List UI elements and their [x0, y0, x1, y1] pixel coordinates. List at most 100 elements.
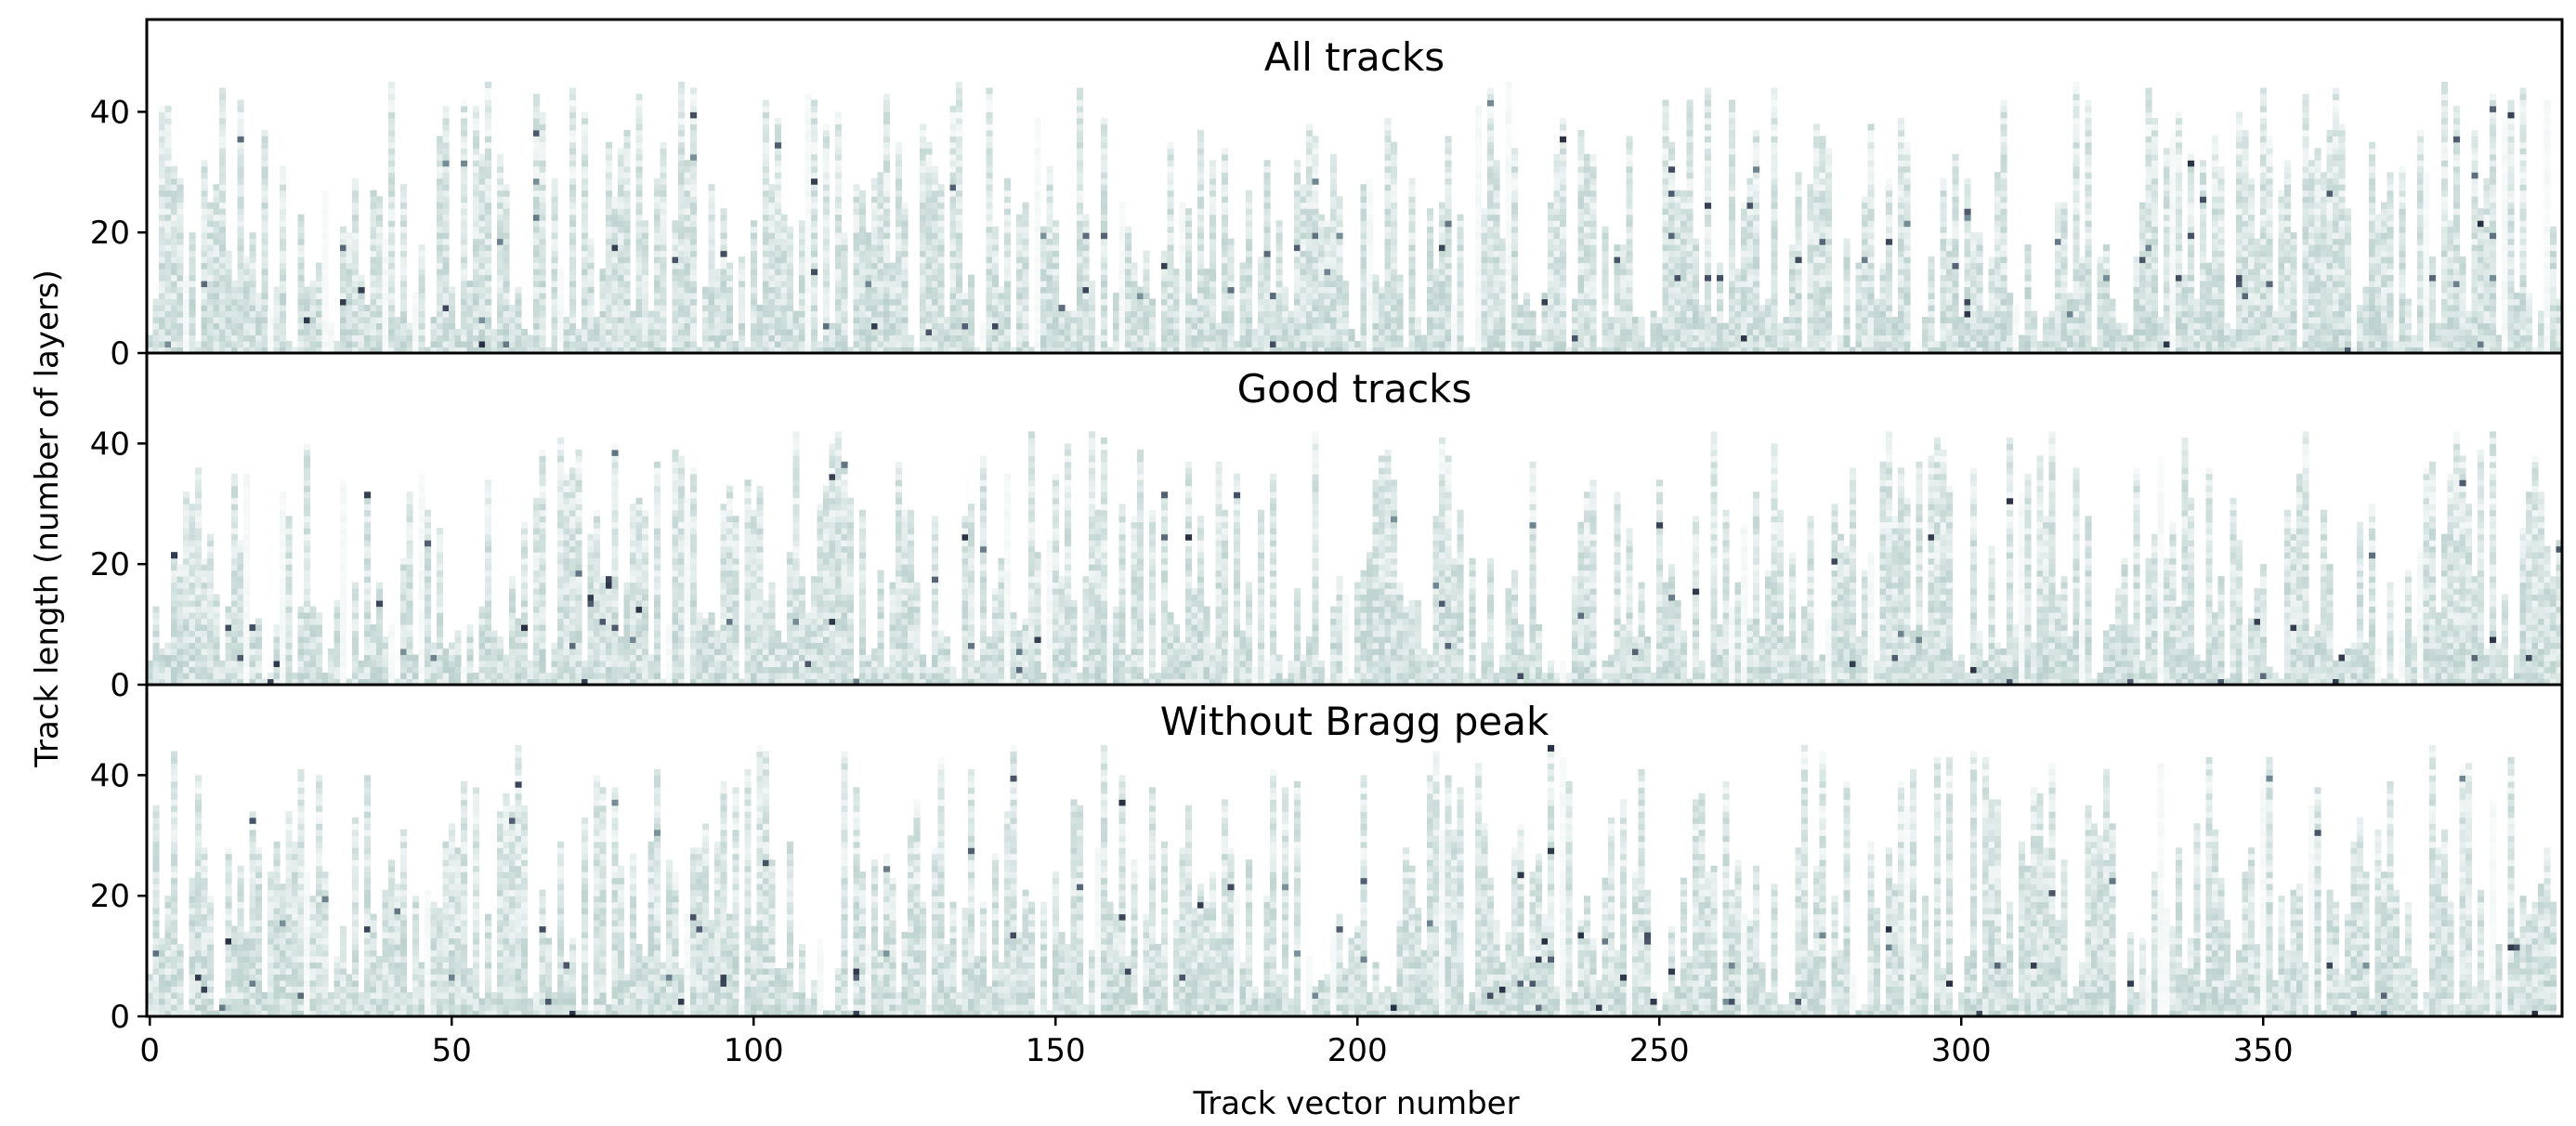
heatmap-cell [1548, 317, 1554, 323]
heatmap-cell [1584, 341, 1590, 347]
heatmap-cell [1210, 275, 1216, 282]
heatmap-cell [956, 106, 962, 112]
heatmap-cell [226, 311, 232, 318]
heatmap-cell [618, 232, 624, 239]
heatmap-cell [280, 287, 286, 294]
heatmap-cell [902, 281, 909, 287]
heatmap-cell [1228, 287, 1235, 294]
heatmap-cell [1494, 166, 1500, 173]
heatmap-cell [298, 215, 305, 221]
heatmap-cell [811, 111, 817, 118]
heatmap-cell [1204, 281, 1210, 287]
heatmap-cell [769, 311, 776, 318]
heatmap-cell [1197, 227, 1204, 233]
heatmap-cell [1511, 178, 1518, 185]
heatmap-cell [1337, 305, 1343, 311]
heatmap-cell [388, 317, 395, 323]
heatmap-cell [636, 130, 643, 137]
heatmap-cell [624, 287, 631, 294]
heatmap-cell [171, 341, 177, 347]
heatmap-cell [890, 335, 896, 342]
heatmap-cell [835, 256, 842, 263]
heatmap-cell [690, 299, 697, 306]
heatmap-cell [364, 317, 371, 323]
heatmap-cell [1494, 311, 1500, 318]
heatmap-cell [1433, 317, 1440, 323]
heatmap-cell [690, 87, 697, 94]
heatmap-cell [1264, 251, 1271, 257]
heatmap-cell [552, 305, 558, 311]
heatmap-cell [1035, 329, 1041, 335]
heatmap-cell [1572, 341, 1578, 347]
heatmap-cell [1053, 311, 1059, 318]
heatmap-cell [702, 341, 709, 347]
heatmap-cell [763, 160, 769, 166]
heatmap-cell [709, 311, 715, 318]
heatmap-cell [238, 275, 244, 282]
heatmap-cell [1004, 215, 1011, 221]
heatmap-cell [1222, 275, 1228, 282]
heatmap-cell [588, 317, 595, 323]
heatmap-cell [1385, 268, 1392, 275]
heatmap-cell [177, 317, 184, 323]
heatmap-cell [262, 160, 268, 166]
heatmap-cell [1427, 287, 1433, 294]
heatmap-cell [1210, 232, 1216, 239]
heatmap-cell [569, 220, 576, 227]
heatmap-cell [443, 287, 450, 294]
heatmap-cell [1458, 215, 1464, 221]
heatmap-cell [763, 341, 769, 347]
heatmap-cell [262, 196, 268, 203]
heatmap-cell [1427, 281, 1433, 287]
heatmap-cell [419, 281, 425, 287]
heatmap-cell [473, 287, 479, 294]
heatmap-cell [479, 208, 486, 215]
heatmap-cell [1168, 305, 1174, 311]
heatmap-cell [654, 299, 660, 306]
heatmap-cell [1511, 329, 1518, 335]
heatmap-cell [328, 335, 334, 342]
heatmap-cell [1246, 239, 1252, 245]
heatmap-cell [1511, 166, 1518, 173]
heatmap-cell [1252, 335, 1259, 342]
heatmap-cell [1391, 244, 1397, 251]
heatmap-cell [1409, 190, 1416, 197]
heatmap-cell [383, 268, 389, 275]
heatmap-cell [1445, 305, 1452, 311]
heatmap-cell [1318, 268, 1325, 275]
heatmap-cell [1161, 341, 1168, 347]
heatmap-cell [775, 311, 781, 318]
heatmap-cell [552, 190, 558, 197]
heatmap-cell [497, 196, 503, 203]
heatmap-cell [1137, 287, 1144, 294]
heatmap-cell [238, 220, 244, 227]
heatmap-cell [678, 311, 685, 318]
heatmap-cell [1409, 268, 1416, 275]
heatmap-cell [1337, 196, 1343, 203]
heatmap-cell [1337, 335, 1343, 342]
heatmap-cell [926, 275, 933, 282]
heatmap-cell [1584, 203, 1590, 209]
heatmap-cell [1391, 215, 1397, 221]
heatmap-cell [400, 239, 407, 245]
heatmap-cell [1294, 317, 1301, 323]
heatmap-cell [540, 203, 546, 209]
heatmap-cell [503, 190, 510, 197]
heatmap-cell [968, 305, 974, 311]
heatmap-cell [461, 256, 467, 263]
heatmap-cell [177, 251, 184, 257]
heatmap-cell [968, 317, 974, 323]
heatmap-cell [950, 154, 957, 161]
heatmap-cell [606, 142, 612, 149]
heatmap-cell [395, 329, 401, 335]
heatmap-cell [1385, 124, 1392, 130]
heatmap-cell [811, 118, 817, 124]
heatmap-cell [854, 305, 860, 311]
heatmap-cell [624, 275, 631, 282]
heatmap-cell [642, 329, 648, 335]
heatmap-cell [1125, 305, 1131, 311]
heatmap-cell [557, 293, 564, 299]
heatmap-cell [1584, 196, 1590, 203]
heatmap-cell [322, 299, 329, 306]
heatmap-cell [243, 317, 250, 323]
